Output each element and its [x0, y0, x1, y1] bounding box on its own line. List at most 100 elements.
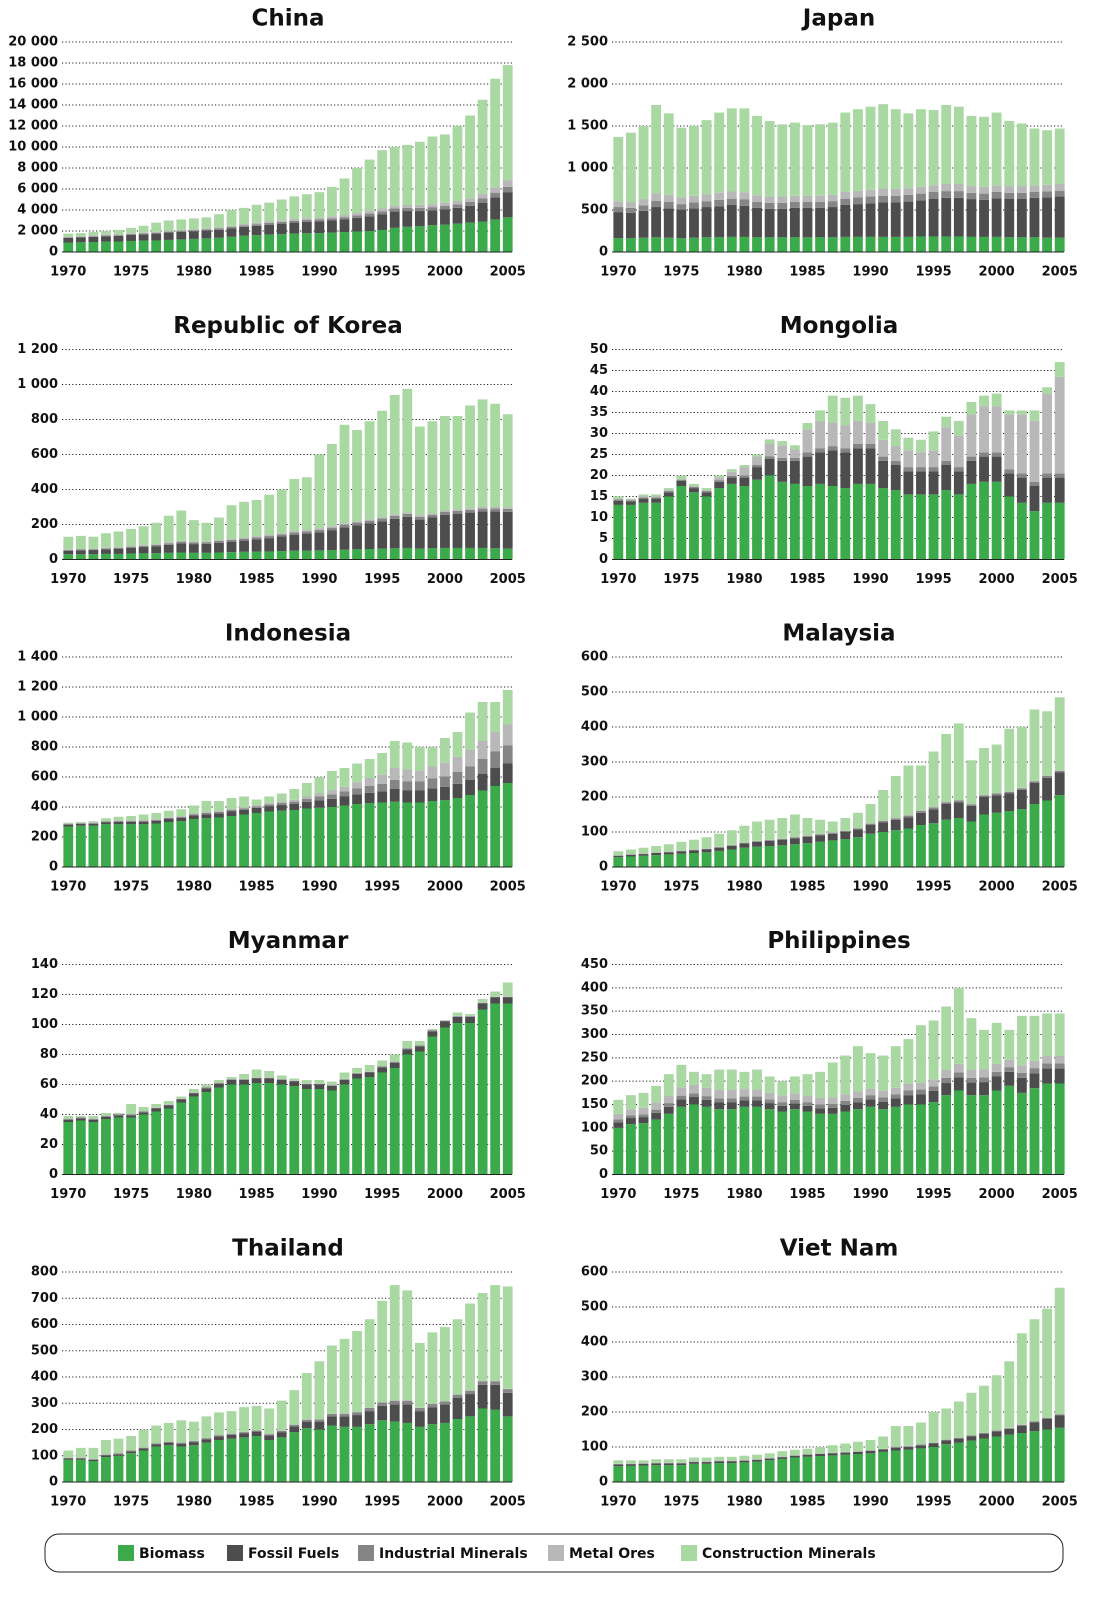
- bar-segment: [390, 514, 400, 516]
- y-tick-label: 500: [581, 203, 608, 218]
- bar-segment: [63, 827, 73, 868]
- bar-segment: [916, 200, 926, 236]
- bar-segment: [465, 1023, 475, 1175]
- bar-segment: [727, 850, 737, 868]
- bar-segment: [1017, 1016, 1027, 1065]
- x-tick-label: 1980: [176, 1187, 212, 1202]
- bar-segment: [992, 113, 1002, 186]
- bar-segment: [453, 1398, 463, 1419]
- bar-segment: [639, 1460, 649, 1463]
- bar-segment: [853, 109, 863, 190]
- bar-segment: [840, 113, 850, 192]
- bar-segment: [214, 230, 224, 238]
- bar-segment: [1055, 1063, 1065, 1068]
- y-tick-label: 500: [31, 1343, 58, 1358]
- bar-segment: [954, 421, 964, 436]
- bar-segment: [402, 517, 412, 548]
- bar-segment: [114, 1118, 124, 1175]
- bar-segment: [327, 794, 337, 799]
- bar-segment: [828, 834, 838, 841]
- bar-segment: [790, 1458, 800, 1483]
- bar-segment: [1004, 1067, 1014, 1072]
- bar-segment: [252, 1432, 262, 1436]
- bar-segment: [101, 548, 111, 549]
- bar-segment: [101, 236, 111, 241]
- bar-segment: [714, 1109, 724, 1174]
- bar-segment: [1055, 184, 1065, 191]
- bar-segment: [465, 1394, 475, 1416]
- bar-segment: [415, 747, 425, 771]
- bar-segment: [427, 1424, 437, 1482]
- bar-segment: [239, 225, 249, 226]
- bar-segment: [651, 855, 661, 867]
- bar-segment: [164, 1109, 174, 1175]
- bar-segment: [929, 1447, 939, 1482]
- bar-segment: [164, 819, 174, 822]
- bar-segment: [264, 225, 274, 235]
- bar-segment: [201, 542, 211, 544]
- bar-segment: [201, 1092, 211, 1175]
- bar-segment: [101, 818, 111, 821]
- bar-segment: [626, 202, 636, 208]
- bar-segment: [689, 126, 699, 196]
- bar-segment: [613, 497, 623, 499]
- bar-segment: [427, 548, 437, 559]
- bar-segment: [903, 766, 913, 816]
- bar-segment: [639, 199, 649, 205]
- bar-segment: [264, 1079, 274, 1084]
- bar-segment: [277, 551, 287, 559]
- bar-segment: [790, 202, 800, 208]
- bar-segment: [689, 1093, 699, 1097]
- bar-segment: [76, 1121, 86, 1175]
- bar-segment: [878, 1109, 888, 1174]
- bar-segment: [790, 461, 800, 484]
- bar-segment: [63, 234, 73, 237]
- bar-segment: [1042, 394, 1052, 474]
- bar-segment: [164, 1101, 174, 1104]
- bar-segment: [402, 208, 412, 211]
- bar-segment: [664, 852, 674, 854]
- bar-segment: [227, 1085, 237, 1175]
- bar-segment: [966, 415, 976, 457]
- bar-segment: [277, 1437, 287, 1482]
- bar-segment: [651, 497, 661, 498]
- bar-segment: [790, 1456, 800, 1458]
- bar-segment: [777, 197, 787, 203]
- bar-segment: [126, 547, 136, 548]
- y-tick-label: 400: [31, 1370, 58, 1385]
- bar-segment: [377, 1061, 387, 1067]
- bar-segment: [478, 702, 488, 741]
- bar-segment: [503, 65, 513, 180]
- bar-segment: [840, 831, 850, 832]
- bar-segment: [264, 495, 274, 535]
- y-tick-label: 250: [581, 1050, 608, 1065]
- bar-segment: [402, 211, 412, 227]
- bar-segment: [626, 502, 636, 505]
- bar-segment: [651, 853, 661, 855]
- y-tick-label: 200: [581, 790, 608, 805]
- bar-segment: [676, 238, 686, 252]
- bar-segment: [465, 750, 475, 767]
- bar-segment: [503, 998, 513, 1004]
- bar-segment: [727, 199, 737, 205]
- bar-segment: [903, 467, 913, 471]
- x-tick-label: 1985: [239, 572, 275, 587]
- bar-segment: [402, 770, 412, 782]
- x-tick-label: 2005: [490, 265, 526, 280]
- bar-segment: [954, 191, 964, 198]
- bar-segment: [201, 523, 211, 542]
- bar-segment: [189, 1442, 199, 1445]
- bar-segment: [377, 775, 387, 784]
- legend-swatch: [681, 1545, 697, 1561]
- bar-segment: [979, 1082, 989, 1095]
- bar-segment: [227, 539, 237, 540]
- bar-segment: [176, 541, 186, 542]
- bar-segment: [302, 1422, 312, 1429]
- bar-segment: [114, 549, 124, 554]
- bar-segment: [929, 1444, 939, 1448]
- bar-segment: [878, 196, 888, 203]
- bar-segment: [440, 776, 450, 787]
- bar-segment: [714, 1461, 724, 1463]
- bar-segment: [626, 133, 636, 202]
- bar-segment: [201, 541, 211, 542]
